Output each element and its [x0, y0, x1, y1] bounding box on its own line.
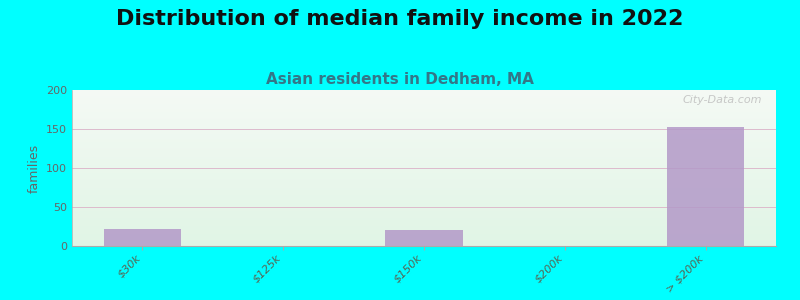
Text: Distribution of median family income in 2022: Distribution of median family income in … [116, 9, 684, 29]
Y-axis label: families: families [27, 143, 41, 193]
Text: City-Data.com: City-Data.com [682, 95, 762, 105]
Bar [386, 230, 462, 246]
Text: Asian residents in Dedham, MA: Asian residents in Dedham, MA [266, 72, 534, 87]
Bar [667, 128, 744, 246]
Bar [104, 229, 181, 246]
